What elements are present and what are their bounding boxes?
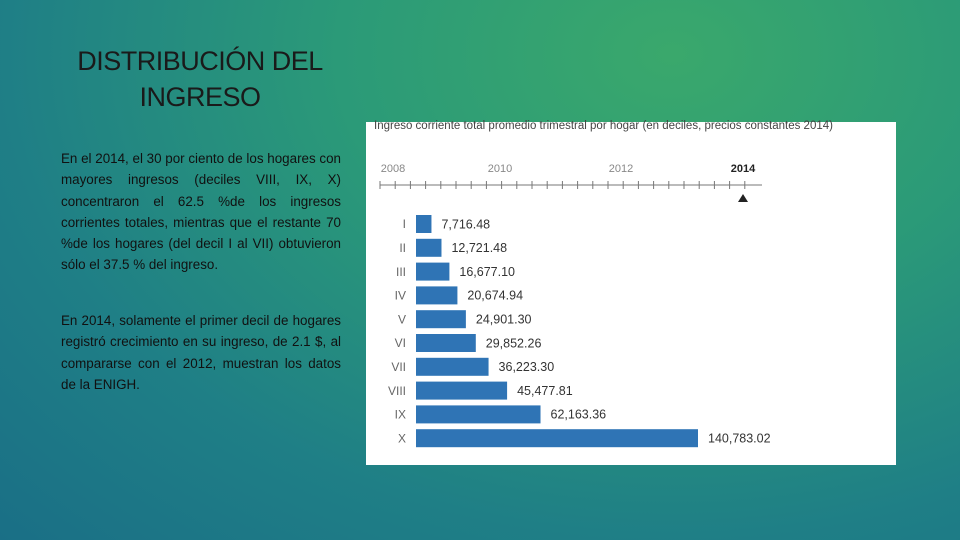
value-label: 16,677.10 — [459, 265, 515, 279]
paragraph: En el 2014, el 30 por ciento de los hoga… — [61, 151, 341, 273]
timeline-label: 2010 — [488, 163, 512, 175]
value-label: 140,783.02 — [708, 431, 771, 445]
bar — [416, 286, 458, 305]
chart-title-box: Ingreso corriente total promedio trimest… — [374, 120, 833, 132]
category-label: IX — [395, 408, 406, 422]
slide-title: INGRESO — [139, 82, 261, 112]
category-label: X — [398, 431, 406, 445]
bar — [416, 215, 432, 233]
value-label: 62,163.36 — [551, 408, 607, 422]
bar — [416, 262, 450, 281]
value-label: 45,477.81 — [517, 384, 573, 398]
value-label: 12,721.48 — [451, 241, 507, 255]
chart-title: Ingreso corriente total promedio trimest… — [374, 120, 833, 132]
category-label: IV — [395, 289, 406, 303]
bar — [416, 310, 466, 329]
category-label: I — [403, 217, 406, 231]
slide-title: DISTRIBUCIÓN DEL — [77, 46, 323, 76]
value-label: 29,852.26 — [486, 336, 542, 350]
paragraph: En 2014, solamente el primer decil de ho… — [61, 313, 341, 392]
value-label: 24,901.30 — [476, 312, 532, 326]
category-label: VIII — [388, 384, 406, 398]
timeline-label: 2008 — [381, 163, 405, 175]
value-label: 36,223.30 — [499, 360, 555, 374]
timeline-label: 2012 — [609, 163, 633, 175]
bar — [416, 381, 508, 400]
category-label: III — [396, 265, 406, 279]
bar — [416, 334, 476, 352]
timeline-marker — [738, 194, 748, 202]
category-label: V — [398, 312, 406, 326]
bar — [416, 405, 541, 424]
timeline-label: 2014 — [731, 163, 756, 175]
value-label: 20,674.94 — [467, 289, 523, 303]
bar — [416, 429, 698, 448]
category-label: VII — [391, 360, 406, 374]
category-label: VI — [395, 336, 406, 350]
value-label: 7,716.48 — [441, 217, 490, 231]
category-label: II — [399, 241, 406, 255]
bar — [416, 238, 442, 257]
bar — [416, 357, 489, 376]
